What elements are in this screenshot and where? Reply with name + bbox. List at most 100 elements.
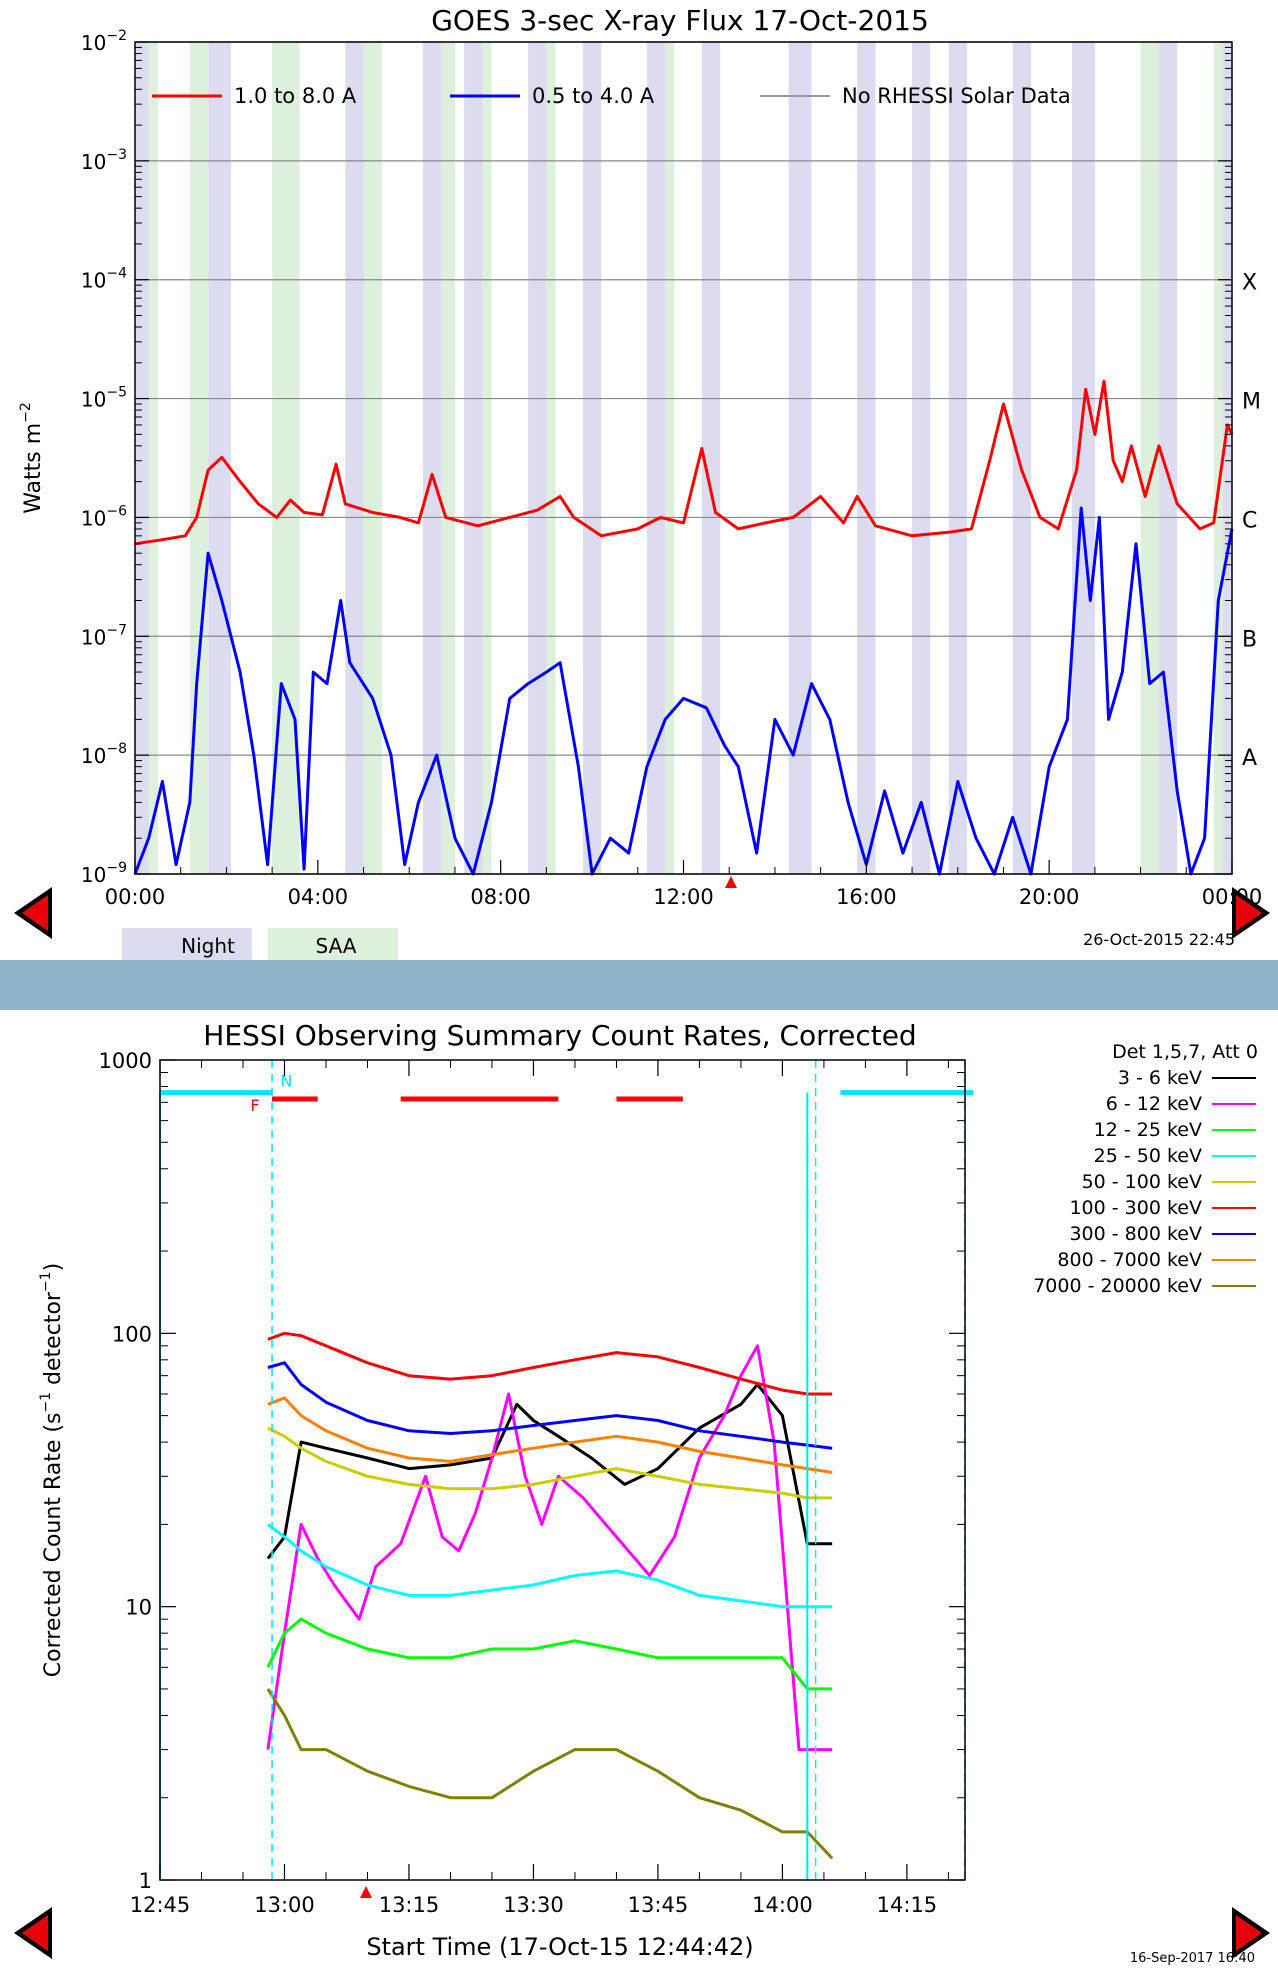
goes-saa-key-label: SAA: [316, 934, 357, 958]
goes-flare-class-label: M: [1242, 390, 1261, 415]
goes-night-band: [912, 42, 931, 874]
goes-legend: 1.0 to 8.0 A 0.5 to 4.0 A No RHESSI Solar …: [152, 84, 1071, 108]
hessi-legend-label: 7000 - 20000 keV: [1033, 1275, 1202, 1297]
hessi-time-marker: [360, 1886, 372, 1898]
hessi-y-axis-label: Corrected Count Rate (s−1 detector−1): [38, 1263, 66, 1677]
goes-chart-title: GOES 3-sec X-ray Flux 17-Oct-2015: [431, 4, 929, 37]
goes-night-band: [1012, 42, 1031, 874]
hessi-x-tick-label: 12:45: [130, 1893, 191, 1917]
hessi-x-tick-label: 13:00: [254, 1893, 315, 1917]
hessi-legend-label: 800 - 7000 keV: [1057, 1249, 1202, 1271]
hessi-series-line: [267, 1361, 833, 1450]
hessi-series-line: [267, 1426, 833, 1500]
hessi-chart-title: HESSI Observing Summary Count Rates, Cor…: [203, 1019, 916, 1052]
goes-saa-band: [441, 42, 455, 874]
hessi-y-tick-label: 1000: [99, 1049, 152, 1073]
goes-y-tick-label: 10−2: [81, 28, 127, 55]
hessi-y-tick-label: 10: [125, 1596, 152, 1620]
goes-night-band: [528, 42, 547, 874]
panel-divider-bar: [0, 960, 1278, 1010]
goes-saa-band: [363, 42, 382, 874]
hessi-x-tick-label: 14:15: [877, 1893, 938, 1917]
hessi-series-line: [266, 1344, 833, 1752]
goes-prev-arrow-icon[interactable]: [10, 885, 56, 945]
goes-x-tick-label: 04:00: [288, 885, 349, 909]
hessi-flag-label: N: [280, 1072, 292, 1091]
goes-saa-band: [148, 42, 158, 874]
hessi-x-tick-label: 14:00: [752, 1893, 813, 1917]
hessi-legend-label: 3 - 6 keV: [1118, 1067, 1202, 1089]
goes-night-band: [135, 42, 149, 874]
goes-legend-label: No RHESSI Solar Data: [842, 84, 1071, 108]
hessi-legend-label: 25 - 50 keV: [1094, 1145, 1202, 1167]
goes-night-band: [646, 42, 666, 874]
hessi-y-axis: 1 10 100 1000: [99, 1049, 965, 1893]
goes-flare-class-label: X: [1242, 271, 1257, 296]
goes-night-saa-bands: [135, 42, 1232, 874]
hessi-legend-label: 6 - 12 keV: [1106, 1093, 1202, 1115]
hessi-y-tick-label: 1: [139, 1869, 152, 1893]
goes-y-tick-label: 10−6: [81, 503, 127, 530]
hessi-plot-frame: [159, 1059, 966, 1881]
goes-saa-band: [482, 42, 492, 874]
goes-time-marker: [725, 876, 737, 888]
goes-saa-band: [546, 42, 556, 874]
goes-night-band: [464, 42, 483, 874]
goes-saa-band: [1213, 42, 1223, 874]
goes-flare-class-labels: X M C B A: [1242, 271, 1261, 771]
goes-legend-label: 0.5 to 4.0 A: [532, 84, 655, 108]
goes-night-band: [701, 42, 721, 874]
goes-x-tick-label: 08:00: [470, 885, 531, 909]
goes-series-line: [134, 379, 1234, 546]
hessi-series-line: [266, 1688, 834, 1860]
goes-x-tick-label: 00:00: [105, 885, 166, 909]
goes-chart: GOES 3-sec X-ray Flux 17-Oct-2015 10−210…: [18, 4, 1262, 960]
goes-y-axis-label: Watts m−2: [18, 402, 46, 514]
hessi-legend-header: Det 1,5,7, Att 0: [1112, 1041, 1258, 1063]
goes-saa-band: [665, 42, 675, 874]
goes-footer-legend: Night SAA: [122, 928, 398, 960]
hessi-next-arrow-icon[interactable]: [1228, 1905, 1274, 1965]
hessi-flag-bars: FN: [159, 1060, 974, 1880]
hessi-series-lines: [266, 1331, 834, 1860]
goes-y-tick-label: 10−7: [81, 622, 127, 649]
hessi-legend-label: 50 - 100 keV: [1082, 1171, 1202, 1193]
hessi-y-tick-label: 100: [112, 1322, 152, 1346]
goes-night-band: [857, 42, 876, 874]
hessi-series-line: [267, 1396, 833, 1474]
goes-next-arrow-icon[interactable]: [1228, 885, 1274, 945]
goes-night-band: [422, 42, 442, 874]
goes-y-tick-label: 10−8: [81, 741, 127, 768]
goes-y-tick-label: 10−5: [81, 385, 127, 412]
hessi-x-axis-label: Start Time (17-Oct-15 12:44:42): [366, 1933, 753, 1961]
goes-night-band: [345, 42, 364, 874]
goes-y-tick-label: 10−9: [81, 860, 127, 887]
goes-series-line: [133, 506, 1234, 876]
goes-flare-class-label: C: [1242, 508, 1257, 533]
goes-legend-label: 1.0 to 8.0 A: [234, 84, 357, 108]
goes-night-band: [788, 42, 812, 874]
hessi-series-line: [266, 1523, 833, 1609]
goes-saa-band: [189, 42, 209, 874]
hessi-legend-label: 12 - 25 keV: [1094, 1119, 1202, 1141]
hessi-flag-label: F: [250, 1096, 259, 1115]
hessi-x-tick-label: 13:30: [503, 1893, 564, 1917]
goes-night-band: [1072, 42, 1095, 874]
goes-y-tick-label: 10−4: [81, 266, 127, 293]
hessi-legend: Det 1,5,7, Att 0 3 - 6 keV 6 - 12 keV 12 - …: [1033, 1041, 1258, 1297]
goes-x-tick-label: 12:00: [653, 885, 714, 909]
goes-y-axis: 10−2 10−3 10−4 10−5 10−6 10−7 10−8 10−9: [81, 28, 1232, 887]
goes-night-band: [1222, 42, 1232, 874]
hessi-x-tick-label: 13:45: [628, 1893, 689, 1917]
goes-saa-band: [1140, 42, 1159, 874]
goes-night-key: [122, 928, 252, 960]
hessi-legend-label: 100 - 300 keV: [1069, 1197, 1202, 1219]
hessi-prev-arrow-icon[interactable]: [10, 1905, 56, 1965]
goes-y-tick-label: 10−3: [81, 147, 127, 174]
goes-flare-class-label: A: [1242, 746, 1257, 771]
goes-x-tick-label: 20:00: [1019, 885, 1080, 909]
goes-night-key-label: Night: [181, 934, 235, 958]
goes-timestamp: 26-Oct-2015 22:45: [1083, 930, 1235, 949]
goes-x-tick-label: 16:00: [836, 885, 897, 909]
